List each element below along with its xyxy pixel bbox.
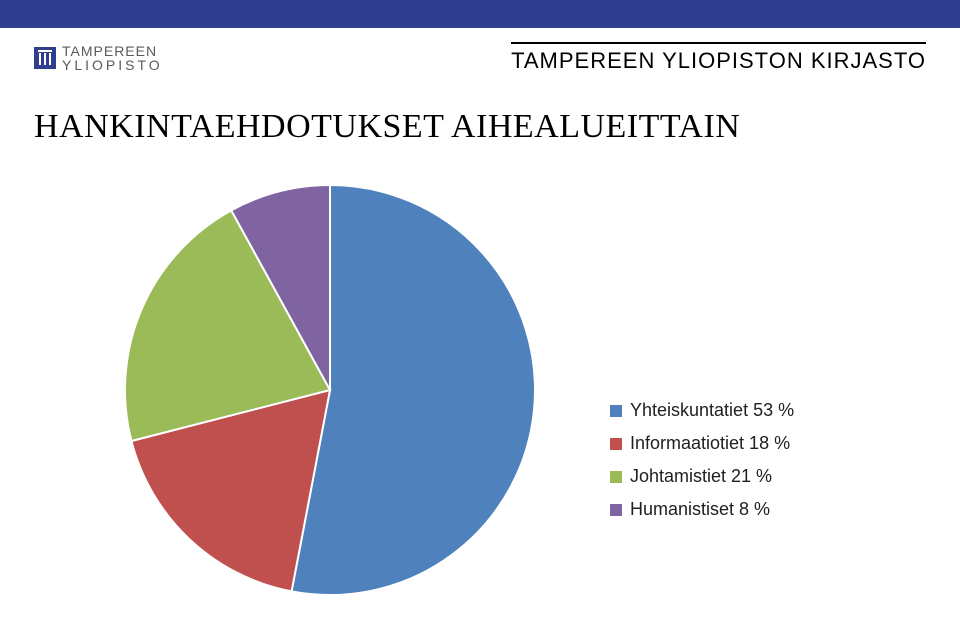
header: TAMPEREEN YLIOPISTO TAMPEREEN YLIOPISTON… [34,36,926,80]
legend-item: Humanistiset 8 % [610,499,794,520]
legend-label: Informaatiotiet 18 % [630,433,790,454]
legend: Yhteiskuntatiet 53 % Informaatiotiet 18 %… [610,400,794,532]
org-logo: TAMPEREEN YLIOPISTO [34,44,163,72]
legend-item: Johtamistiet 21 % [610,466,794,487]
legend-label: Yhteiskuntatiet 53 % [630,400,794,421]
legend-swatch [610,438,622,450]
legend-swatch [610,471,622,483]
torch-icon [34,47,56,69]
legend-label: Humanistiset 8 % [630,499,770,520]
pie-chart [120,180,540,600]
legend-item: Yhteiskuntatiet 53 % [610,400,794,421]
legend-item: Informaatiotiet 18 % [610,433,794,454]
page-title: HANKINTAEHDOTUKSET AIHEALUEITTAIN [34,108,740,146]
library-title-block: TAMPEREEN YLIOPISTON KIRJASTO [511,42,926,74]
top-bar [0,0,960,28]
org-name-line2: YLIOPISTO [62,58,163,72]
legend-swatch [610,504,622,516]
org-name: TAMPEREEN YLIOPISTO [62,44,163,72]
org-name-line1: TAMPEREEN [62,44,163,58]
library-title: TAMPEREEN YLIOPISTON KIRJASTO [511,48,926,74]
legend-label: Johtamistiet 21 % [630,466,772,487]
legend-swatch [610,405,622,417]
library-title-rule [511,42,926,44]
